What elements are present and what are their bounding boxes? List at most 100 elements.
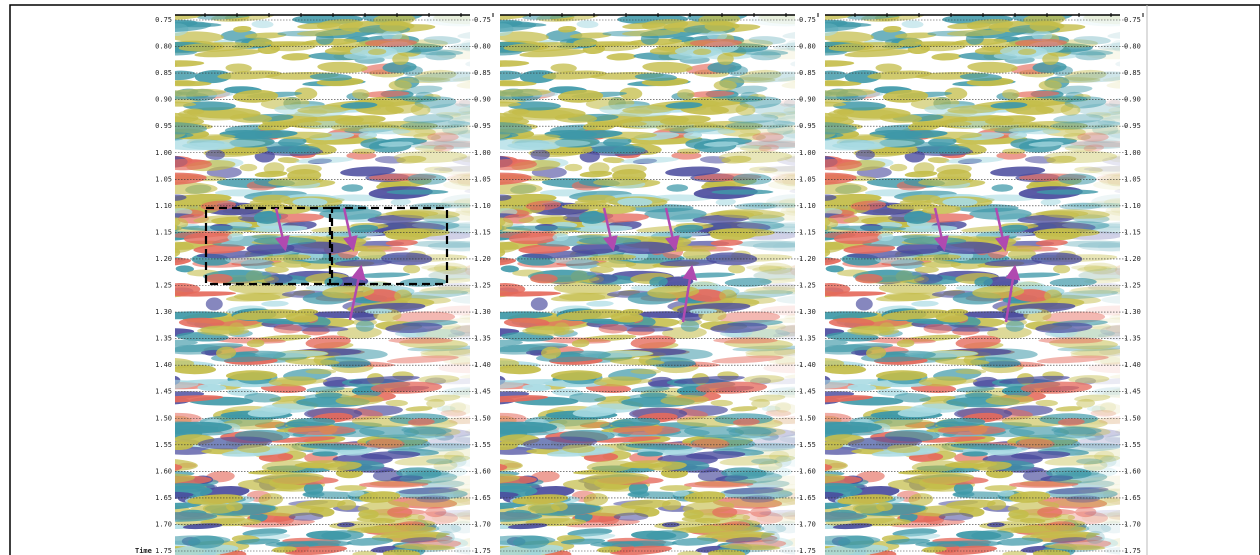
seismic-blob [155,241,194,254]
seismic-blob [960,73,1003,82]
seismic-blob [855,150,874,160]
tick-label: 1.05 [155,175,172,183]
seismic-blob [890,164,908,171]
tick-label: 1.35 [799,335,816,343]
tick-label: 0.90 [474,96,491,104]
seismic-blob [911,301,939,307]
seismic-blob [386,239,418,246]
seismic-blob [472,60,529,68]
seismic-section [120,8,527,555]
tick-label: 1.10 [799,202,816,210]
tick-label: 1.65 [799,494,816,502]
seismic-blob [477,483,496,489]
tick-label: 1.25 [1124,282,1141,290]
seismic-blob [1055,405,1082,412]
tick-label: 1.75 [799,547,816,555]
tick-label: 1.50 [799,414,816,422]
tick-label: 1.75 [155,547,172,555]
seismic-blob [635,73,678,82]
seismic-blob [856,298,873,311]
seismic-blob [1101,295,1166,305]
seismic-blob [1074,394,1111,403]
tick-label: 1.50 [1124,414,1141,422]
seismic-blob [666,184,688,192]
tick-label: 1.05 [474,175,491,183]
tick-label: 0.75 [155,16,172,24]
seismic-blob [278,157,300,164]
seismic-blob [542,69,607,81]
seismic-blob [131,396,179,405]
tick-label: 1.10 [474,202,491,210]
tick-label: 1.60 [799,467,816,475]
tick-label: 1.00 [799,149,816,157]
seismic-blob [790,60,813,67]
tick-label: 1.55 [474,441,491,449]
tick-label: 1.40 [474,361,491,369]
tick-label: 1.45 [474,388,491,396]
seismic-blob [759,165,829,172]
tick-label: 1.15 [1124,228,1141,236]
tick-label: 1.10 [1124,202,1141,210]
tick-label: 1.60 [1124,467,1141,475]
seismic-blob [478,57,500,68]
seismic-blob [225,63,252,73]
tick-label: 1.55 [1124,441,1141,449]
seismic-blob [833,108,854,114]
tick-label: 1.25 [474,282,491,290]
seismic-blob [475,299,492,305]
tick-label: 1.00 [155,149,172,157]
tick-label: 1.65 [155,494,172,502]
seismic-blob [479,319,497,325]
tick-label: 0.75 [1124,16,1141,24]
tick-label: 1.00 [1124,149,1141,157]
seismic-blob [735,240,811,248]
tick-label: 0.95 [474,122,491,130]
seismic-blob [565,164,583,171]
axis-label: Time [135,547,152,555]
seismic-blob [804,319,822,325]
seismic-blob [797,60,854,68]
tick-label: 1.50 [155,414,172,422]
tick-label: 1.55 [799,441,816,449]
tick-label: 1.40 [799,361,816,369]
seismic-blob [796,343,813,353]
tick-label: 1.05 [1124,175,1141,183]
seismic-blob [281,53,311,61]
tick-label: 1.25 [799,282,816,290]
tick-label: 1.30 [1124,308,1141,316]
tick-label: 0.85 [1124,69,1141,77]
seismic-blob [1107,28,1167,40]
seismic-blob [931,53,961,61]
seismic-blob [427,132,459,141]
tick-label: 1.05 [799,175,816,183]
tick-label: 0.95 [1124,122,1141,130]
seismic-blob [205,274,233,283]
tick-label: 0.80 [799,43,816,51]
seismic-section [445,8,852,555]
seismic-blob [310,73,353,82]
seismic-blob [508,108,529,114]
tick-label: 1.30 [799,308,816,316]
tick-label: 1.35 [474,335,491,343]
seismic-blob [531,298,548,311]
tick-label: 1.45 [155,388,172,396]
seismic-blob [251,20,273,28]
tick-label: 1.70 [474,520,491,528]
seismic-blob [142,20,212,34]
seismic-blob [752,132,784,141]
seismic-blob [152,483,171,489]
tick-label: 1.75 [474,547,491,555]
seismic-blob [388,337,452,343]
seismic-blob [1036,239,1068,246]
seismic-blob [1077,132,1109,141]
tick-label: 0.90 [799,96,816,104]
seismic-blob [183,108,204,114]
tick-label: 1.20 [474,255,491,263]
seismic-blob [793,351,820,360]
seismic-blob [719,290,737,303]
seismic-blob [424,394,461,403]
tick-label: 1.60 [474,467,491,475]
seismic-blob [1121,343,1138,353]
seismic-blob [603,157,625,164]
seismic-blob [485,62,503,68]
